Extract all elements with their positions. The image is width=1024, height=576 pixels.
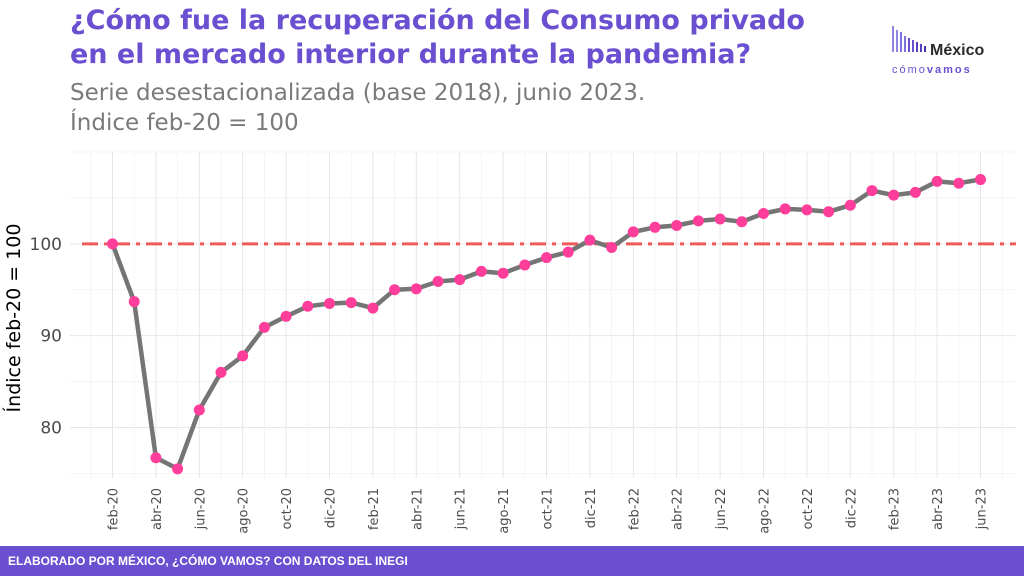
x-tick-label: abr-22 (671, 488, 686, 530)
y-tick-label: 80 (40, 418, 62, 438)
title-line-1: ¿Cómo fue la recuperación del Consumo pr… (70, 5, 805, 36)
data-point-abr-20 (150, 452, 162, 464)
data-point-jul-20 (215, 366, 227, 378)
data-point-ene-21 (345, 297, 357, 309)
y-tick-label: 90 (40, 327, 62, 347)
data-point-ago-20 (237, 350, 249, 362)
x-tick-label: oct-21 (541, 488, 556, 529)
data-point-mar-22 (649, 221, 661, 233)
x-tick-label: dic-20 (324, 488, 339, 528)
data-point-feb-22 (627, 226, 639, 238)
data-point-abr-22 (671, 219, 683, 231)
footer-credit: ELABORADO POR MÉXICO, ¿CÓMO VAMOS? CON D… (8, 554, 408, 568)
x-tick-label: abr-23 (931, 488, 946, 530)
footer-bar: ELABORADO POR MÉXICO, ¿CÓMO VAMOS? CON D… (0, 546, 1024, 576)
logo-bars-icon (892, 26, 926, 52)
data-point-dic-21 (584, 234, 596, 246)
x-tick-label: jun-21 (454, 488, 469, 530)
data-point-oct-21 (541, 252, 552, 264)
x-axis: feb-20 abr-20 jun-20 ago-20 oct-20 dic-20 feb-… (107, 488, 990, 534)
x-tick-label: jun-20 (193, 488, 208, 530)
data-point-abr-23 (931, 175, 943, 187)
data-point-jun-21 (454, 274, 466, 286)
subtitle-line-1: Serie desestacionalizada (base 2018), ju… (70, 80, 646, 106)
data-point-ene-22 (606, 242, 618, 254)
data-point-mar-21 (389, 284, 401, 296)
x-tick-label: ago-22 (758, 488, 773, 534)
x-tick-label: abr-20 (150, 488, 165, 530)
x-tick-label: dic-22 (844, 488, 859, 528)
data-point-may-21 (432, 275, 444, 287)
y-axis-label: Índice feb-20 = 100 (2, 224, 25, 413)
logo-text-como: cómo (892, 64, 927, 76)
data-point-sep-20 (258, 321, 270, 333)
title-line-2: en el mercado interior durante la pandem… (70, 39, 752, 70)
x-tick-label: ago-20 (237, 488, 252, 534)
x-tick-label: feb-22 (627, 488, 642, 530)
line-chart: 80 90 100 feb-20 abr-20 jun-20 ago-20 oct-20 di… (2, 151, 1016, 534)
y-tick-label: 100 (30, 235, 62, 255)
data-point-nov-20 (302, 300, 314, 312)
logo-text-top: México (930, 42, 985, 59)
grid (70, 151, 1016, 478)
x-tick-label: jun-22 (714, 488, 729, 530)
data-point-mar-20 (128, 296, 140, 308)
x-tick-label: oct-22 (801, 488, 816, 529)
data-point-oct-20 (280, 310, 292, 322)
data-point-feb-20 (107, 238, 118, 250)
data-point-nov-21 (562, 246, 574, 258)
subtitle-line-2: Índice feb-20 = 100 (70, 110, 299, 136)
data-point-may-20 (172, 463, 184, 475)
x-tick-label: feb-21 (367, 488, 382, 530)
x-tick-label: jun-23 (975, 488, 990, 530)
data-point-sep-21 (519, 259, 531, 271)
data-point-ene-23 (866, 185, 878, 197)
data-point-dic-20 (324, 298, 335, 310)
data-point-jul-22 (736, 216, 748, 228)
data-point-ago-21 (497, 267, 509, 279)
data-point-jun-20 (193, 404, 205, 416)
data-point-jun-22 (714, 213, 726, 225)
logo-text-bottom: cómovamos (892, 64, 972, 76)
data-point-ago-22 (758, 208, 769, 220)
data-point-sep-22 (779, 203, 791, 215)
data-point-oct-22 (801, 204, 813, 216)
x-tick-label: feb-23 (888, 488, 903, 530)
mexico-como-vamos-logo: México cómovamos (890, 24, 1010, 84)
chart-subtitle: Serie desestacionalizada (base 2018), ju… (70, 78, 645, 138)
x-tick-label: dic-21 (584, 488, 599, 528)
logo-text-vamos: vamos (926, 64, 972, 76)
x-tick-label: oct-20 (280, 488, 295, 529)
series-group (107, 174, 986, 475)
y-axis: 80 90 100 (30, 235, 62, 439)
data-point-may-22 (692, 215, 704, 227)
data-point-jul-21 (475, 265, 487, 277)
x-tick-label: abr-21 (410, 488, 425, 530)
data-point-abr-21 (410, 283, 422, 295)
data-point-jun-23 (975, 174, 986, 186)
data-point-may-23 (953, 177, 965, 189)
x-tick-label: feb-20 (107, 488, 122, 530)
x-tick-label: ago-21 (497, 488, 512, 534)
data-point-dic-22 (844, 199, 856, 211)
data-point-mar-23 (909, 186, 921, 198)
data-point-feb-21 (367, 302, 379, 314)
chart-title: ¿Cómo fue la recuperación del Consumo pr… (70, 4, 890, 72)
data-point-feb-23 (888, 189, 900, 201)
data-point-nov-22 (823, 206, 835, 218)
